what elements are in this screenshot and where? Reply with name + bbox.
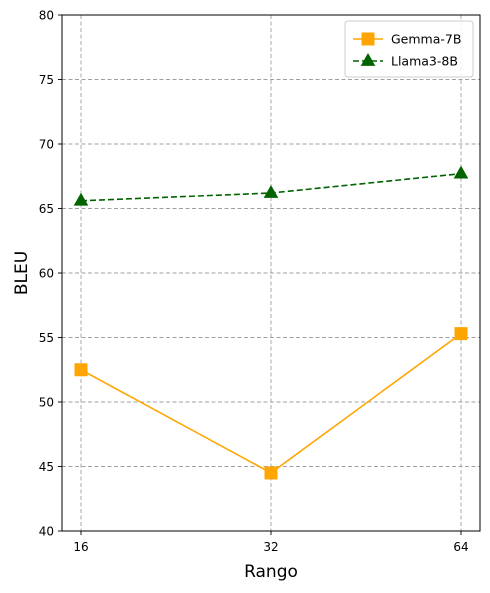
data-point bbox=[73, 192, 89, 206]
y-tick-label: 50 bbox=[39, 396, 54, 410]
legend-marker bbox=[360, 52, 376, 66]
y-tick-label: 70 bbox=[39, 138, 54, 152]
series-layer bbox=[73, 165, 469, 480]
y-tick-label: 75 bbox=[39, 73, 54, 87]
x-tick-label: 32 bbox=[263, 540, 278, 554]
legend-label: Gemma-7B bbox=[391, 32, 461, 47]
legend: Gemma-7B Llama3-8B bbox=[344, 20, 474, 78]
data-point bbox=[453, 165, 469, 179]
legend-item: Llama3-8B bbox=[353, 52, 458, 69]
data-point bbox=[264, 466, 278, 480]
data-point bbox=[263, 185, 279, 198]
data-point bbox=[74, 363, 88, 377]
y-tick-label: 65 bbox=[39, 202, 54, 216]
x-axis-title: Rango bbox=[244, 562, 298, 582]
data-point bbox=[454, 327, 468, 341]
series-llama3-8b bbox=[73, 165, 469, 206]
grid bbox=[62, 14, 480, 532]
y-axis-title: BLEU bbox=[12, 251, 32, 295]
y-tick-label: 80 bbox=[39, 9, 54, 23]
y-tick-label: 60 bbox=[39, 267, 54, 281]
x-tick-label: 16 bbox=[73, 540, 88, 554]
y-tick-label: 55 bbox=[39, 331, 54, 345]
legend-item: Gemma-7B bbox=[353, 32, 461, 47]
x-tick-label: 64 bbox=[453, 540, 468, 554]
legend-marker bbox=[361, 32, 375, 46]
ticks: 40 45 50 55 60 65 70 75 80 16 32 64 bbox=[39, 9, 469, 555]
legend-label: Llama3-8B bbox=[391, 54, 458, 69]
legend-box bbox=[344, 20, 474, 78]
series-gemma-7b bbox=[74, 327, 468, 480]
y-tick-label: 40 bbox=[39, 525, 54, 539]
y-tick-label: 45 bbox=[39, 460, 54, 474]
